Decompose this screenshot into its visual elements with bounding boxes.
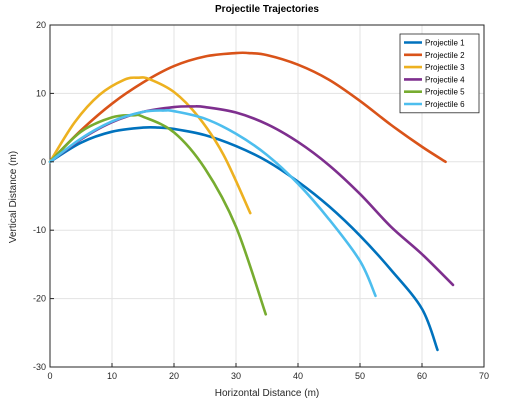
legend: Projectile 1 Projectile 2 Projectile 3 Proj… (399, 33, 480, 114)
x-tick-label: 20 (169, 371, 179, 381)
y-tick-label: -10 (33, 225, 46, 235)
legend-label: Projectile 4 (425, 75, 465, 84)
legend-label: Projectile 6 (425, 100, 465, 109)
y-tick-label: 20 (36, 20, 46, 30)
legend-box (399, 33, 480, 114)
x-tick-label: 0 (47, 371, 52, 381)
y-tick-label: -30 (33, 362, 46, 372)
x-tick-label: 60 (417, 371, 427, 381)
legend-label: Projectile 2 (425, 51, 465, 60)
x-tick-label: 70 (479, 371, 489, 381)
series-line-projectile-2 (48, 51, 447, 164)
x-tick-label: 10 (107, 371, 117, 381)
y-tick-label: -20 (33, 294, 46, 304)
tick-layer: 0 10 20 30 40 50 60 70 -30 -20 -10 0 10 20 (33, 20, 489, 381)
legend-label: Projectile 1 (425, 39, 465, 48)
x-tick-label: 50 (355, 371, 365, 381)
plot-area (49, 24, 485, 368)
y-axis-label: Vertical Distance (m) (8, 151, 19, 243)
series-line-projectile-5 (48, 113, 268, 316)
y-tick-label: 10 (36, 88, 46, 98)
y-tick-label: 0 (41, 157, 46, 167)
series-line-projectile-1 (48, 125, 439, 352)
chart-title: Projectile Trajectories (215, 4, 319, 15)
series-layer (48, 51, 455, 352)
x-axis-label: Horizontal Distance (m) (215, 388, 319, 399)
x-tick-label: 40 (293, 371, 303, 381)
x-tick-label: 30 (231, 371, 241, 381)
series-line-projectile-3 (48, 76, 252, 215)
legend-label: Projectile 3 (425, 63, 465, 72)
legend-label: Projectile 5 (425, 88, 465, 97)
series-line-projectile-6 (48, 108, 377, 298)
